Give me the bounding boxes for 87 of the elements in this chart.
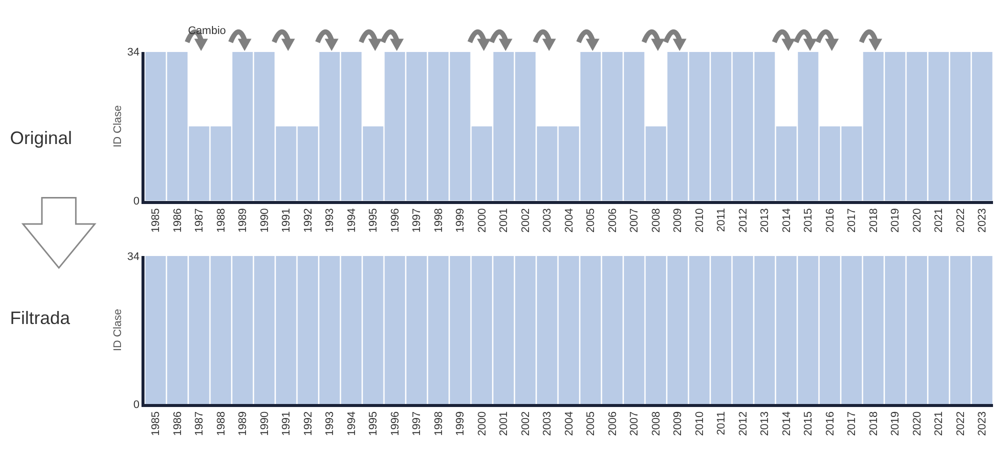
x-tick-label: 2013 — [759, 411, 772, 436]
x-tick-label: 2017 — [846, 208, 858, 233]
text: Original — [10, 128, 72, 148]
x-tick-label: 1987 — [194, 411, 206, 436]
y-tick-label: 34 — [127, 250, 140, 263]
x-tick-label: 2007 — [628, 208, 641, 233]
x-tick-label: 1996 — [389, 208, 402, 233]
x-tick-label: 1990 — [258, 208, 271, 233]
x-tick-label: 1986 — [172, 411, 184, 436]
x-tick-label: 1986 — [172, 208, 184, 233]
x-tick-label: 1995 — [368, 411, 380, 436]
x-tick-label: 1985 — [150, 411, 162, 436]
y-tick-label: 0 — [133, 398, 140, 411]
x-tick-label: 1999 — [454, 208, 467, 233]
x-tick-label: 2000 — [476, 208, 488, 233]
x-tick-label: 2001 — [498, 411, 510, 436]
x-tick-label: 2008 — [650, 411, 662, 436]
y-axis-title: ID Clase — [112, 308, 124, 352]
x-tick-label: 2013 — [759, 208, 772, 233]
x-tick-label: 2018 — [868, 208, 880, 233]
x-tick-label: 1996 — [389, 411, 402, 436]
x-tick-label: 2019 — [890, 208, 902, 233]
x-tick-label: 2012 — [737, 208, 750, 233]
x-tick-label: 1991 — [280, 208, 293, 233]
x-tick-label: 2015 — [802, 208, 815, 233]
x-tick-label: 2014 — [780, 208, 793, 233]
x-tick-label: 1992 — [302, 208, 314, 233]
x-tick-label: 1998 — [432, 411, 445, 436]
x-tick-label: 1995 — [368, 208, 380, 233]
x-tick-label: 1988 — [215, 411, 228, 436]
x-tick-label: 2011 — [716, 411, 728, 436]
x-tick-label: 1991 — [280, 411, 293, 436]
x-tick-label: 2019 — [890, 411, 902, 436]
x-tick-label: 2012 — [737, 411, 750, 436]
x-tick-label: 2011 — [716, 208, 728, 232]
x-tick-label: 1997 — [411, 411, 424, 436]
text: Filtrada — [10, 308, 72, 328]
x-tick-label: 2023 — [976, 411, 989, 436]
x-tick-label: 2005 — [585, 208, 598, 233]
x-tick-label: 1985 — [150, 208, 162, 233]
x-tick-label: 2003 — [542, 208, 554, 233]
x-tick-label: 1993 — [324, 411, 336, 436]
x-tick-label: 2020 — [911, 208, 924, 233]
x-tick-label: 1992 — [302, 411, 314, 436]
x-tick-label: 2002 — [520, 411, 532, 436]
x-tick-label: 2021 — [933, 208, 946, 233]
x-tick-label: 2004 — [563, 208, 576, 233]
x-tick-label: 2015 — [802, 411, 815, 436]
x-tick-label: 2006 — [606, 208, 619, 233]
x-tick-label: 2002 — [520, 208, 532, 233]
x-tick-label: 2009 — [672, 208, 684, 233]
x-tick-label: 2014 — [780, 411, 793, 436]
x-tick-label: 1988 — [215, 208, 228, 233]
x-tick-label: 2005 — [585, 411, 598, 436]
x-tick-label: 2018 — [868, 411, 880, 436]
x-tick-label: 2023 — [976, 208, 989, 233]
x-tick-label: 1999 — [454, 411, 467, 436]
x-tick-label: 2022 — [954, 411, 967, 436]
x-tick-label: 2017 — [846, 411, 858, 436]
text: Cambio — [188, 25, 226, 37]
x-tick-label: 2016 — [824, 411, 836, 436]
x-tick-label: 2003 — [542, 411, 554, 436]
x-tick-label: 2022 — [954, 208, 967, 233]
x-tick-label: 2020 — [911, 411, 924, 436]
x-tick-label: 2009 — [672, 411, 684, 436]
x-tick-label: 1993 — [324, 208, 336, 233]
x-tick-label: 2010 — [694, 411, 706, 436]
x-tick-label: 2016 — [824, 208, 836, 233]
x-tick-label: 1994 — [346, 208, 358, 233]
y-tick-label: 34 — [127, 46, 140, 59]
x-tick-label: 1987 — [194, 208, 206, 233]
x-tick-label: 1989 — [237, 208, 250, 233]
x-tick-label: 2006 — [606, 411, 619, 436]
x-tick-label: 2004 — [563, 411, 576, 436]
x-tick-label: 1989 — [237, 411, 250, 436]
x-tick-label: 2000 — [476, 411, 488, 436]
y-tick-label: 0 — [133, 196, 140, 208]
x-tick-label: 1997 — [411, 208, 424, 233]
x-tick-label: 2007 — [628, 411, 641, 436]
y-axis-title: ID Clase — [112, 105, 124, 148]
x-tick-label: 1994 — [346, 411, 358, 436]
x-tick-label: 2001 — [498, 208, 510, 233]
x-tick-label: 1990 — [258, 411, 271, 436]
x-tick-label: 2008 — [650, 208, 662, 233]
x-tick-label: 2010 — [694, 208, 706, 233]
x-tick-label: 1998 — [432, 208, 445, 233]
x-tick-label: 2021 — [933, 411, 946, 436]
